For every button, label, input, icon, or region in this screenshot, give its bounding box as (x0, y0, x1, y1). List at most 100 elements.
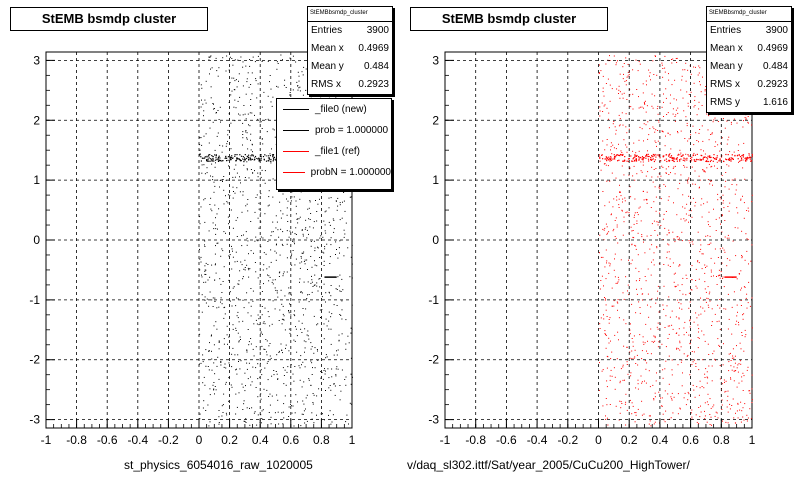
data-point (679, 340, 681, 342)
legend-entry: _file1 (ref) (277, 141, 391, 162)
data-point (688, 177, 690, 179)
data-point (308, 379, 310, 381)
data-point (706, 382, 708, 384)
data-point (260, 398, 262, 400)
data-point (691, 216, 693, 218)
data-point (245, 131, 247, 133)
data-point (609, 404, 611, 405)
data-point (625, 276, 627, 278)
data-point (345, 384, 347, 386)
data-point (263, 298, 265, 300)
data-point (652, 60, 654, 62)
data-point (604, 158, 606, 160)
data-point (635, 59, 637, 61)
data-point (727, 411, 729, 413)
data-point (665, 315, 667, 317)
data-point (680, 346, 682, 348)
data-point (708, 224, 709, 226)
data-point (736, 320, 738, 322)
data-point (207, 366, 209, 367)
data-point (622, 198, 624, 200)
data-point (609, 160, 611, 162)
data-point (707, 160, 709, 163)
data-point (250, 84, 252, 85)
data-point (264, 349, 266, 350)
data-point (642, 158, 644, 160)
data-point (741, 410, 743, 412)
data-point (698, 369, 700, 371)
data-point (216, 328, 218, 330)
data-point (602, 140, 604, 142)
data-point (207, 404, 209, 406)
data-point (213, 362, 215, 364)
data-point (668, 174, 670, 175)
x-tick-label: 0.6 (282, 433, 299, 447)
data-point (699, 179, 701, 181)
data-point (218, 348, 220, 350)
data-point (625, 393, 627, 395)
data-point (605, 304, 607, 306)
data-point (711, 132, 713, 134)
data-point (248, 158, 250, 160)
data-point (272, 128, 274, 130)
data-point (677, 364, 679, 366)
data-point (222, 179, 224, 180)
data-point (687, 354, 689, 356)
data-point (677, 112, 679, 114)
data-point (296, 218, 298, 220)
data-point (213, 389, 215, 391)
data-point (227, 343, 228, 345)
data-point (672, 328, 674, 330)
data-point (272, 154, 275, 156)
data-point (250, 159, 252, 161)
data-point (663, 213, 665, 215)
data-point (670, 417, 672, 419)
data-point (699, 251, 701, 253)
data-point (242, 144, 243, 146)
data-point (717, 304, 719, 306)
data-point (717, 144, 719, 146)
data-point (236, 158, 238, 160)
data-point (735, 412, 736, 414)
data-point (238, 80, 239, 82)
data-point (208, 305, 210, 307)
data-point (695, 160, 697, 162)
data-point (664, 145, 666, 147)
data-point (648, 316, 650, 318)
data-point (671, 84, 673, 86)
data-point (221, 248, 223, 250)
data-point (614, 388, 616, 390)
data-point (700, 411, 702, 413)
data-point (681, 308, 683, 310)
data-point (642, 159, 644, 161)
data-point (713, 157, 715, 160)
data-point (625, 57, 627, 59)
data-point (751, 399, 753, 401)
data-point (681, 240, 683, 242)
data-point (267, 361, 269, 362)
data-point (719, 160, 721, 162)
data-point (350, 373, 352, 375)
data-point (730, 378, 732, 380)
data-point (697, 159, 699, 161)
data-point (236, 260, 238, 262)
data-point (204, 269, 206, 271)
data-point (683, 157, 685, 159)
data-point (335, 368, 337, 370)
data-point (295, 328, 297, 330)
data-point (710, 180, 712, 182)
data-point (711, 165, 713, 167)
data-point (698, 407, 700, 408)
data-point (288, 292, 290, 294)
data-point (689, 326, 691, 328)
data-point (751, 244, 753, 246)
data-point (656, 74, 658, 76)
data-point (300, 256, 302, 257)
data-point (690, 91, 692, 93)
data-point (261, 418, 263, 419)
data-point (290, 314, 292, 316)
data-point (669, 102, 671, 104)
data-point (316, 282, 318, 284)
data-point (700, 204, 702, 206)
data-point (698, 262, 700, 264)
